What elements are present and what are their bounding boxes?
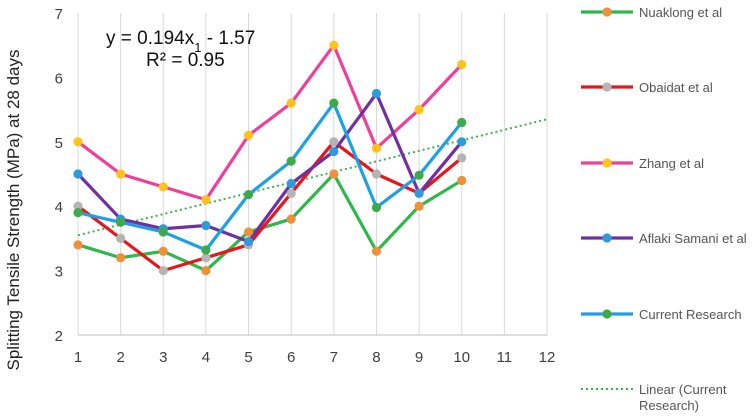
data-point-3-9 (457, 137, 467, 147)
legend-marker-1 (602, 82, 612, 92)
y-axis-label: Splitting Tensile Strength (MPa) at 28 d… (4, 50, 23, 371)
y-tick-label-3: 3 (55, 264, 63, 281)
series-lines (76, 43, 463, 273)
y-tick-label-6: 6 (55, 70, 63, 87)
data-point-4-4 (243, 190, 254, 200)
legend-label-0: Nuaklong et al (639, 5, 722, 20)
data-point-0-1 (116, 253, 126, 263)
data-point-3-8 (414, 188, 424, 198)
x-tick-label-1: 1 (74, 349, 82, 366)
x-tick-label-3: 3 (159, 349, 167, 366)
data-point-3-5 (286, 179, 296, 189)
x-tick-label-11: 11 (497, 349, 513, 366)
data-point-4-0 (73, 208, 83, 218)
legend-label-3: Aflaki Samani et al (639, 231, 747, 246)
data-point-4-7 (371, 202, 382, 213)
data-point-2-0 (73, 137, 83, 147)
legend-label-trendline: Linear (Current Research) (639, 382, 727, 413)
data-point-1-7 (371, 169, 382, 179)
data-point-1-1 (116, 233, 126, 243)
y-tick-label-5: 5 (55, 135, 63, 152)
y-tick-label-2: 2 (55, 328, 63, 345)
trendline (77, 118, 548, 237)
x-tick-label-9: 9 (415, 349, 423, 366)
data-point-4-2 (158, 227, 168, 237)
data-point-4-5 (286, 156, 296, 166)
y-axis-ticks: 2 3 4 5 6 7 (55, 6, 63, 345)
data-point-1-2 (158, 266, 168, 276)
data-point-3-4 (243, 237, 254, 247)
data-point-2-1 (116, 169, 126, 179)
legend-label-2: Zhang et al (639, 156, 704, 171)
data-point-2-7 (371, 143, 382, 153)
x-tick-label-5: 5 (244, 349, 252, 366)
x-tick-label-2: 2 (116, 349, 124, 366)
data-point-1-9 (457, 153, 467, 163)
y-tick-label-4: 4 (55, 199, 63, 216)
equation-subscript: 1 (194, 40, 201, 55)
legend-label-1: Obaidat et al (639, 80, 713, 95)
x-tick-label-6: 6 (287, 349, 295, 366)
data-point-2-8 (414, 105, 424, 115)
x-axis: 1 2 3 4 5 6 7 8 9 10 11 12 (74, 334, 556, 366)
data-point-1-3 (201, 253, 211, 263)
data-point-4-1 (116, 217, 126, 227)
data-point-1-5 (286, 188, 296, 198)
trendline-group (77, 118, 548, 237)
data-point-4-6 (329, 98, 339, 108)
data-point-0-9 (457, 175, 467, 186)
equation-line-1: y = 0.194x1 - 1.57 (106, 28, 255, 55)
series-line-2 (77, 43, 463, 202)
data-point-2-6 (329, 40, 339, 50)
legend-marker-0 (602, 7, 612, 17)
data-point-2-3 (201, 195, 211, 205)
legend: Nuaklong et al Obaidat et al Zhang et al Af… (581, 5, 747, 413)
series-line-1 (77, 140, 463, 273)
data-point-2-5 (286, 98, 296, 108)
data-point-3-3 (201, 220, 211, 231)
series-markers (73, 40, 467, 276)
legend-marker-4 (602, 309, 612, 319)
data-point-1-6 (329, 137, 339, 147)
data-point-4-8 (414, 170, 424, 180)
legend-label-4: Current Research (639, 307, 742, 322)
data-point-0-5 (286, 214, 296, 224)
series-line-3 (76, 91, 463, 244)
data-point-0-6 (329, 169, 339, 179)
data-point-0-0 (73, 240, 83, 250)
equation-line-2: R² = 0.95 (146, 50, 225, 71)
y-tick-label-7: 7 (55, 6, 63, 23)
data-point-0-7 (371, 246, 382, 256)
data-point-0-8 (414, 201, 424, 211)
x-tick-label-10: 10 (453, 349, 470, 366)
data-point-0-2 (158, 246, 168, 256)
data-point-0-3 (201, 266, 211, 276)
data-point-4-3 (201, 245, 211, 255)
x-tick-label-7: 7 (330, 349, 338, 366)
x-tick-label-8: 8 (372, 349, 380, 366)
series-line-4 (77, 101, 463, 252)
equation-prefix: y = 0.194x (106, 28, 195, 49)
legend-marker-2 (602, 158, 612, 168)
x-tick-label-12: 12 (539, 349, 556, 366)
legend-marker-3 (602, 233, 612, 243)
data-point-3-0 (73, 169, 83, 179)
data-point-1-0 (73, 201, 83, 211)
data-point-2-2 (158, 182, 168, 192)
data-point-0-4 (243, 227, 254, 237)
data-point-3-7 (371, 88, 382, 99)
x-tick-label-4: 4 (202, 349, 210, 366)
data-point-2-4 (243, 130, 254, 140)
data-point-2-9 (457, 59, 467, 70)
data-point-3-6 (329, 146, 339, 157)
data-point-4-9 (457, 117, 467, 128)
equation-suffix: - 1.57 (201, 28, 255, 49)
